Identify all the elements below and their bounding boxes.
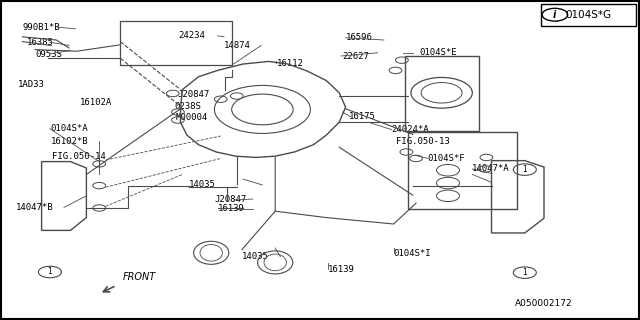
- Text: i: i: [553, 10, 557, 20]
- Text: 16175: 16175: [349, 112, 376, 121]
- Text: M00004: M00004: [176, 113, 208, 122]
- Text: 16385: 16385: [27, 38, 54, 47]
- Text: J20847: J20847: [178, 90, 210, 99]
- Text: 16102*B: 16102*B: [51, 137, 89, 146]
- Text: FRONT: FRONT: [123, 272, 156, 282]
- Text: FIG.050-14: FIG.050-14: [52, 152, 106, 161]
- Text: 0104S*F: 0104S*F: [428, 154, 465, 163]
- Text: 24024*A: 24024*A: [392, 125, 429, 134]
- Text: 16112: 16112: [276, 59, 303, 68]
- Bar: [120, 21, 232, 65]
- Text: 16596: 16596: [346, 33, 372, 42]
- FancyBboxPatch shape: [541, 4, 636, 26]
- Text: 1AD33: 1AD33: [18, 80, 45, 89]
- Text: A050002172: A050002172: [515, 299, 573, 308]
- Text: J20847: J20847: [214, 195, 246, 204]
- Text: 14035: 14035: [189, 180, 216, 189]
- Text: 0104S*A: 0104S*A: [50, 124, 88, 133]
- Text: 0238S: 0238S: [174, 102, 201, 111]
- Text: 14047*A: 14047*A: [472, 164, 510, 173]
- Text: 1: 1: [522, 268, 527, 277]
- Text: 22627: 22627: [342, 52, 369, 60]
- Text: 0104S*E: 0104S*E: [419, 48, 457, 57]
- Text: FIG.050-13: FIG.050-13: [396, 137, 449, 146]
- Text: 990B1*B: 990B1*B: [22, 23, 60, 32]
- Text: 1: 1: [522, 165, 527, 174]
- Text: 16139: 16139: [218, 204, 244, 213]
- Text: 16139: 16139: [328, 265, 355, 274]
- Text: 0104S*G: 0104S*G: [566, 10, 612, 20]
- Text: 24234: 24234: [178, 31, 205, 40]
- Text: 16102A: 16102A: [80, 98, 112, 107]
- Text: 0953S: 0953S: [35, 50, 62, 59]
- Text: 14047*B: 14047*B: [16, 203, 54, 212]
- Text: 14035: 14035: [242, 252, 269, 261]
- Text: 0104S*I: 0104S*I: [394, 249, 431, 258]
- Text: 14874: 14874: [224, 41, 251, 50]
- Text: 1: 1: [47, 268, 52, 276]
